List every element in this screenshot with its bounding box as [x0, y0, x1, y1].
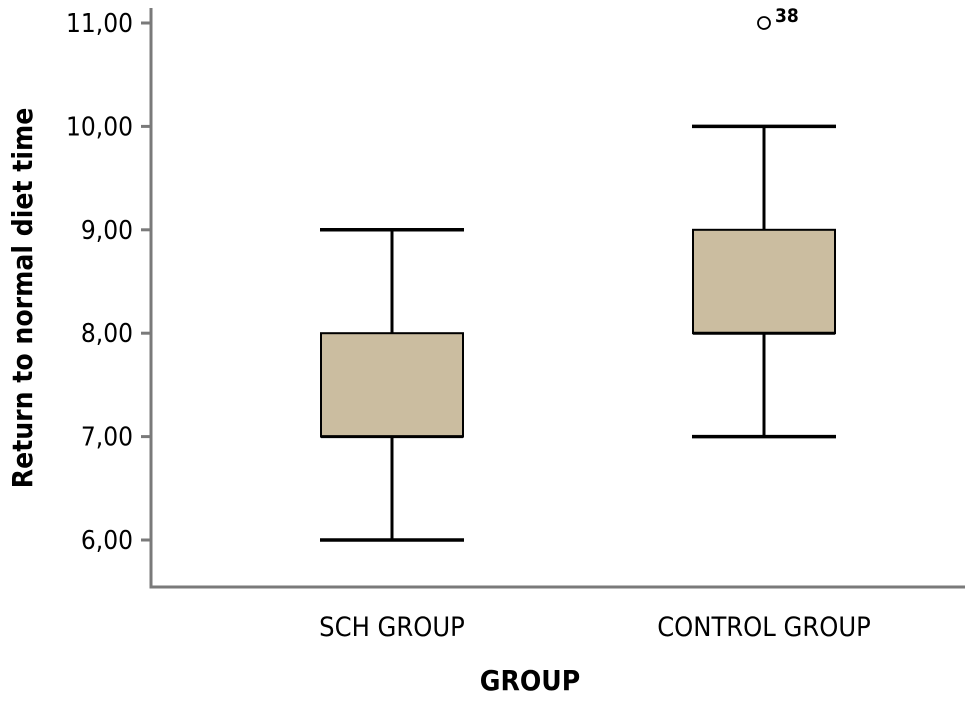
- boxes-layer: 38: [320, 5, 836, 542]
- y-tick-label: 9,00: [81, 216, 133, 246]
- outlier-label: 38: [775, 5, 799, 27]
- y-tick-label: 6,00: [81, 526, 133, 556]
- iqr-box: [320, 332, 464, 438]
- x-tick-label: SCH GROUP: [319, 612, 465, 643]
- y-tick-label: 8,00: [81, 319, 133, 349]
- box-sch-group: [320, 228, 464, 542]
- x-axis: SCH GROUP CONTROL GROUP: [149, 585, 965, 643]
- outlier-point: [757, 16, 771, 30]
- y-tick-label: 7,00: [81, 423, 133, 453]
- y-axis-title: Return to normal diet time: [6, 108, 39, 489]
- x-axis-title: GROUP: [480, 664, 580, 697]
- x-tick-label: CONTROL GROUP: [657, 612, 871, 643]
- iqr-box: [692, 228, 836, 335]
- y-tick-label: 10,00: [66, 112, 133, 142]
- y-tick-label: 11,00: [66, 9, 133, 39]
- y-axis: 6,00 7,00 8,00 9,00 10,00 11,00: [66, 8, 153, 587]
- box-control-group: 38: [692, 5, 836, 439]
